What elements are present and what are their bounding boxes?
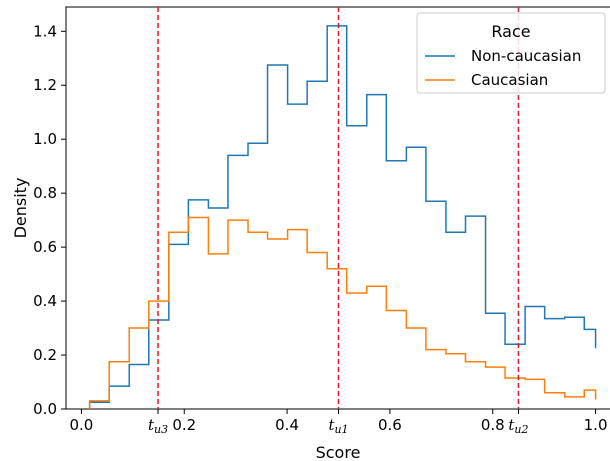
tick-layer: 0.0 0.2 0.4 0.6 0.8 1.0 0.0 0.2 0.4 0.6 0.8 1.0 1.2 1… bbox=[33, 22, 607, 436]
series-layer bbox=[88, 25, 597, 409]
y-tick-label: 0.0 bbox=[33, 400, 57, 418]
y-tick-label: 1.0 bbox=[33, 130, 57, 148]
y-axis-label: Density bbox=[11, 178, 30, 239]
threshold-label-u2: tu2 bbox=[508, 416, 528, 436]
legend-label: Non-caucasian bbox=[471, 47, 581, 65]
y-tick-label: 1.4 bbox=[33, 22, 57, 40]
y-tick-label: 0.8 bbox=[33, 184, 57, 202]
x-tick-label: 0.4 bbox=[275, 416, 299, 434]
x-tick-label: 0.8 bbox=[481, 416, 505, 434]
threshold-label-u1: tu1 bbox=[328, 416, 348, 436]
x-tick-label: 1.0 bbox=[584, 416, 608, 434]
y-tick-label: 0.2 bbox=[33, 346, 57, 364]
y-tick-label: 0.4 bbox=[33, 292, 57, 310]
legend-label: Caucasian bbox=[471, 71, 548, 89]
y-tick-label: 1.2 bbox=[33, 76, 57, 94]
legend: Race Non-caucasian Caucasian bbox=[416, 12, 606, 94]
x-tick-label: 0.6 bbox=[378, 416, 402, 434]
x-axis-label: Score bbox=[316, 443, 361, 461]
legend-title: Race bbox=[491, 22, 530, 41]
y-tick-label: 0.6 bbox=[33, 238, 57, 256]
x-tick-label: 0.2 bbox=[172, 416, 196, 434]
x-tick-label: 0.0 bbox=[69, 416, 93, 434]
series-line-caucasian bbox=[88, 216, 597, 409]
legend-box bbox=[416, 12, 606, 94]
threshold-label-u3: tu3 bbox=[148, 416, 168, 436]
